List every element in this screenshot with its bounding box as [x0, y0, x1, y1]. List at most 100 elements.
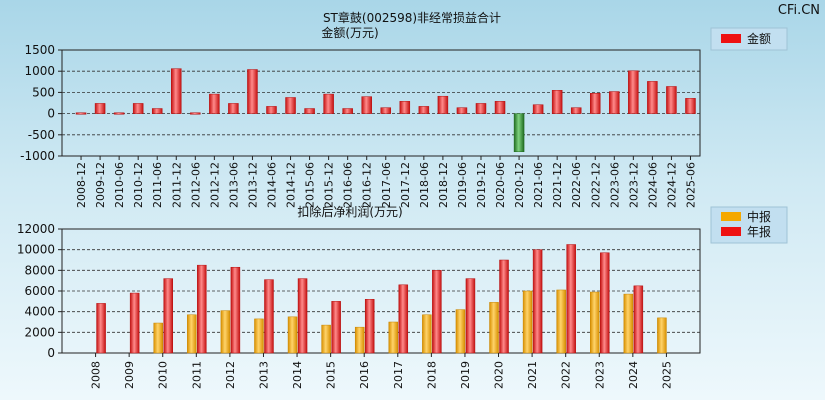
top-x-label-2024-12: 2024-12 — [665, 162, 678, 208]
top-bar-2024-12 — [666, 86, 677, 114]
top-bar-2010-06 — [113, 112, 125, 115]
top-x-label-2016-06: 2016-06 — [342, 162, 355, 208]
bottom-y-tick-label: 0 — [47, 346, 55, 360]
bottom-y-tick-label: 10000 — [17, 243, 55, 257]
top-x-label-2015-06: 2015-06 — [304, 162, 317, 208]
chart-main-title: ST章鼓(002598)非经常损益合计 — [323, 10, 501, 25]
top-x-label-2009-12: 2009-12 — [94, 162, 107, 208]
bottom-bar-年报-2014 — [297, 278, 308, 354]
top-x-label-2021-12: 2021-12 — [551, 162, 564, 208]
bottom-x-label-2014: 2014 — [291, 361, 304, 389]
bottom-bar-年报-2022 — [566, 244, 576, 354]
top-plot-frame — [61, 49, 701, 157]
top-bar-2009-12 — [94, 103, 106, 114]
top-bar-2017-12 — [399, 101, 411, 114]
top-bar-2010-12 — [132, 103, 144, 114]
top-bar-2024-06 — [647, 81, 658, 114]
bottom-bar-中报-2012 — [220, 310, 231, 354]
top-x-label-2011-06: 2011-06 — [151, 162, 164, 208]
bottom-bar-年报-2020 — [499, 259, 509, 354]
top-x-label-2017-06: 2017-06 — [380, 162, 393, 208]
bottom-x-label-2020: 2020 — [493, 361, 506, 389]
bottom-x-label-2017: 2017 — [392, 361, 405, 389]
top-x-label-2020-06: 2020-06 — [494, 162, 507, 208]
top-x-label-2014-06: 2014-06 — [265, 162, 278, 208]
top-x-label-2010-06: 2010-06 — [113, 162, 126, 208]
top-x-label-2008-12: 2008-12 — [75, 162, 88, 208]
bottom-x-label-2025: 2025 — [660, 361, 673, 389]
bottom-x-label-2018: 2018 — [425, 361, 438, 389]
bottom-bar-中报-2020 — [489, 302, 499, 354]
top-bar-2020-12 — [513, 113, 525, 153]
watermark: CFi.CN — [778, 3, 820, 18]
top-bar-2011-12 — [171, 68, 182, 114]
bottom-bar-年报-2008 — [96, 303, 106, 354]
top-y-tick-label: 1000 — [24, 64, 55, 78]
top-x-label-2014-12: 2014-12 — [285, 162, 298, 208]
bottom-bar-中报-2014 — [287, 316, 298, 354]
bottom-bar-年报-2012 — [230, 266, 241, 354]
bottom-y-tick-label: 6000 — [24, 284, 55, 298]
top-x-label-2019-12: 2019-12 — [475, 162, 488, 208]
top-x-label-2023-06: 2023-06 — [608, 162, 621, 208]
top-y-tick-label: 500 — [32, 85, 55, 99]
bottom-bar-中报-2017 — [388, 321, 399, 354]
legend-swatch-amount — [721, 34, 741, 43]
top-x-label-2010-12: 2010-12 — [132, 162, 145, 208]
legend-top-box — [710, 27, 788, 51]
top-x-label-2019-06: 2019-06 — [456, 162, 469, 208]
bottom-bar-中报-2022 — [556, 289, 566, 354]
bottom-x-label-2013: 2013 — [257, 361, 270, 389]
legend-swatch-中报 — [721, 212, 741, 221]
top-bar-2023-12 — [628, 70, 639, 114]
top-bar-2019-12 — [475, 103, 487, 114]
top-chart-title: 金额(万元) — [321, 25, 378, 40]
top-bar-2014-12 — [285, 97, 296, 114]
top-bar-2022-12 — [590, 92, 601, 114]
bottom-bar-中报-2024 — [623, 293, 634, 354]
top-x-label-2013-06: 2013-06 — [227, 162, 240, 208]
top-bar-2012-06 — [190, 112, 201, 115]
bottom-x-label-2024: 2024 — [627, 361, 640, 389]
bottom-x-label-2011: 2011 — [190, 361, 203, 389]
bottom-bar-年报-2023 — [600, 252, 610, 354]
top-bar-2025-06 — [685, 98, 696, 114]
top-bar-2017-06 — [380, 107, 392, 114]
bottom-y-tick-label: 4000 — [24, 305, 55, 319]
bottom-bar-年报-2009 — [129, 292, 140, 354]
top-bar-2020-06 — [494, 101, 506, 114]
bottom-bar-中报-2011 — [187, 314, 197, 354]
bottom-chart-title: 扣除后净利润(万元) — [297, 204, 402, 219]
bottom-bar-中报-2019 — [455, 309, 466, 354]
top-y-tick-label: -1000 — [20, 149, 55, 163]
top-y-tick-label: 1500 — [24, 43, 55, 57]
legend-label-amount: 金额 — [747, 31, 771, 46]
top-bar-2013-12 — [247, 69, 258, 114]
top-y-tick-label: -500 — [28, 128, 55, 142]
top-x-label-2012-06: 2012-06 — [189, 162, 202, 208]
top-x-label-2013-12: 2013-12 — [246, 162, 259, 208]
top-x-label-2011-12: 2011-12 — [170, 162, 183, 208]
top-x-label-2022-06: 2022-06 — [570, 162, 583, 208]
top-x-label-2015-12: 2015-12 — [323, 162, 336, 208]
top-y-tick-label: 0 — [47, 107, 55, 121]
bottom-x-label-2009: 2009 — [123, 361, 136, 389]
top-bar-2016-06 — [342, 108, 353, 114]
bottom-bar-中报-2025 — [657, 317, 667, 354]
top-bar-2012-12 — [209, 93, 220, 114]
bottom-bar-年报-2024 — [633, 285, 644, 354]
bottom-bar-年报-2016 — [364, 299, 375, 354]
top-bar-2018-06 — [418, 106, 430, 114]
bottom-bar-年报-2017 — [398, 284, 409, 354]
top-bar-2015-06 — [304, 108, 315, 114]
bottom-y-tick-label: 8000 — [24, 263, 55, 277]
bottom-bar-中报-2010 — [153, 322, 163, 354]
bottom-x-label-2021: 2021 — [526, 361, 539, 389]
top-x-label-2017-12: 2017-12 — [399, 162, 412, 208]
bottom-bar-中报-2016 — [354, 326, 365, 354]
top-x-label-2024-06: 2024-06 — [646, 162, 659, 208]
top-bar-2021-12 — [551, 90, 563, 114]
bottom-y-tick-label: 2000 — [24, 325, 55, 339]
